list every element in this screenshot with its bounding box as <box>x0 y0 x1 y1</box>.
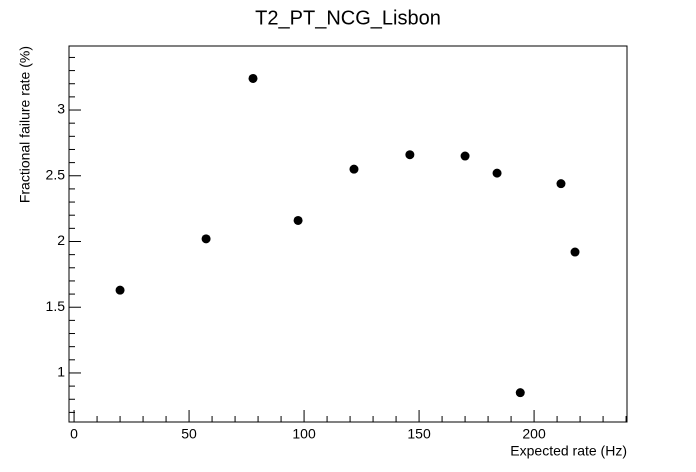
y-tick-label: 1 <box>57 364 65 380</box>
data-point <box>515 388 525 398</box>
y-tick-label: 2.5 <box>46 166 66 182</box>
data-point <box>556 179 566 189</box>
data-point <box>248 73 258 83</box>
data-point <box>201 234 211 244</box>
x-axis-label: Expected rate (Hz) <box>510 443 627 459</box>
x-tick-label: 100 <box>292 426 316 442</box>
plot-frame <box>68 45 628 423</box>
data-point <box>293 215 303 225</box>
y-tick-label: 2 <box>57 232 65 248</box>
chart-title: T2_PT_NCG_Lisbon <box>255 7 441 29</box>
data-point <box>405 150 415 160</box>
x-tick-label: 150 <box>407 426 431 442</box>
data-point <box>460 151 470 161</box>
x-tick-label: 50 <box>181 426 197 442</box>
data-point <box>349 164 359 174</box>
data-point <box>570 247 580 257</box>
y-tick-label: 1.5 <box>46 298 66 314</box>
y-tick-label: 3 <box>57 101 65 117</box>
x-tick-label: 0 <box>70 426 78 442</box>
data-point <box>115 285 125 295</box>
y-axis-label: Fractional failure rate (%) <box>17 46 33 203</box>
x-tick-label: 200 <box>522 426 546 442</box>
data-point <box>492 168 502 178</box>
